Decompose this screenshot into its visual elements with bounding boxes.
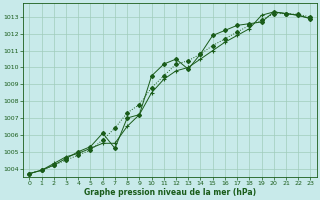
X-axis label: Graphe pression niveau de la mer (hPa): Graphe pression niveau de la mer (hPa) [84, 188, 256, 197]
